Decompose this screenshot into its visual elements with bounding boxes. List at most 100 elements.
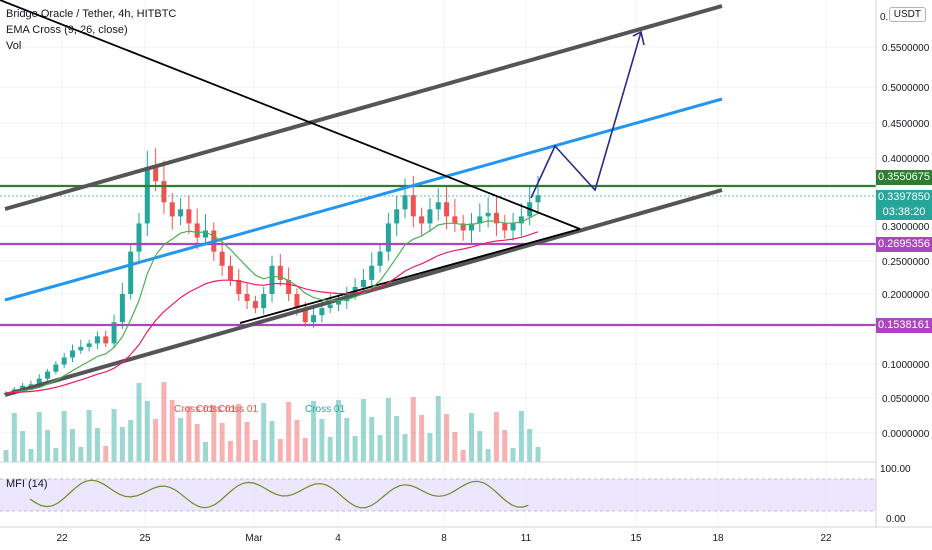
- volume-bar: [469, 413, 474, 462]
- candle-body[interactable]: [111, 322, 117, 344]
- volume-bar: [11, 413, 17, 462]
- candle-body[interactable]: [319, 308, 325, 316]
- cross-label-3: Cross 01: [218, 404, 258, 415]
- candle-body[interactable]: [236, 279, 242, 294]
- volume-bar: [286, 402, 292, 462]
- volume-bar: [402, 434, 408, 462]
- volume-bar: [485, 449, 491, 462]
- volume-bar: [78, 447, 84, 462]
- volume-bar: [385, 398, 391, 462]
- candle-body[interactable]: [427, 209, 433, 224]
- price-axis-top-partial: 0. 0: [880, 12, 897, 23]
- candle-body[interactable]: [286, 279, 292, 294]
- volume-bar: [252, 440, 258, 462]
- candle-body[interactable]: [36, 378, 42, 385]
- currency-badge[interactable]: USDT: [888, 7, 926, 22]
- volume-bar: [311, 401, 317, 462]
- projection-path[interactable]: [530, 31, 642, 199]
- candle-body[interactable]: [186, 209, 192, 224]
- candle-body[interactable]: [227, 265, 233, 280]
- mfi-indicator-label[interactable]: MFI (14): [6, 478, 48, 490]
- candle-body[interactable]: [518, 216, 524, 224]
- vol-indicator-label[interactable]: Vol: [6, 40, 22, 52]
- current-price-tag: 0.3397850: [876, 190, 932, 205]
- candle-body[interactable]: [336, 301, 341, 305]
- candlestick-series[interactable]: [3, 148, 541, 396]
- candle-body[interactable]: [86, 343, 92, 347]
- candle-body[interactable]: [78, 346, 84, 351]
- channel-middle[interactable]: [4, 97, 723, 302]
- candle-body[interactable]: [119, 294, 125, 323]
- volume-bar: [435, 396, 441, 462]
- candle-body[interactable]: [244, 294, 250, 302]
- volume-bar: [502, 430, 508, 462]
- candle-body[interactable]: [410, 195, 416, 217]
- triangle-upper[interactable]: [0, 0, 581, 230]
- candle-body[interactable]: [45, 371, 51, 379]
- candle-body[interactable]: [460, 223, 466, 231]
- candle-body[interactable]: [402, 195, 408, 210]
- candle-body[interactable]: [144, 166, 150, 224]
- candle-body[interactable]: [53, 364, 59, 372]
- candle-body[interactable]: [153, 166, 159, 182]
- candle-body[interactable]: [294, 294, 300, 309]
- candle-body[interactable]: [469, 223, 474, 231]
- candle-body[interactable]: [28, 384, 34, 386]
- triangle-lower[interactable]: [239, 228, 581, 324]
- volume-bar: [452, 432, 458, 462]
- candle-body[interactable]: [435, 202, 441, 210]
- candle-body[interactable]: [385, 223, 391, 252]
- cross-label-1: Cross 01: [174, 404, 214, 415]
- volume-bar: [336, 400, 341, 462]
- volume-bar: [186, 406, 192, 462]
- channel-upper[interactable]: [4, 4, 723, 211]
- candle-body[interactable]: [128, 251, 134, 294]
- candle-body[interactable]: [219, 251, 225, 266]
- candle-body[interactable]: [360, 279, 366, 287]
- candle-body[interactable]: [452, 216, 458, 224]
- candle-body[interactable]: [493, 212, 499, 224]
- candle-body[interactable]: [20, 385, 26, 390]
- candle-body[interactable]: [485, 212, 491, 217]
- candle-body[interactable]: [252, 301, 258, 309]
- candle-body[interactable]: [477, 216, 483, 224]
- candle-body[interactable]: [277, 265, 283, 280]
- candle-body[interactable]: [194, 223, 200, 238]
- candle-body[interactable]: [161, 181, 167, 203]
- candle-body[interactable]: [178, 209, 184, 217]
- candle-body[interactable]: [369, 265, 375, 280]
- volume-bar: [227, 441, 233, 462]
- ema-indicator-label[interactable]: EMA Cross (9, 26, close): [6, 24, 128, 36]
- candle-body[interactable]: [136, 223, 142, 252]
- price-axis-ticks: 0.5500000 0.5000000 0.4500000 0.4000000 0.30…: [882, 43, 930, 440]
- candle-body[interactable]: [327, 304, 333, 309]
- candle-body[interactable]: [419, 216, 425, 224]
- candle-body[interactable]: [203, 230, 208, 238]
- candle-body[interactable]: [394, 209, 400, 224]
- candle-body[interactable]: [169, 202, 175, 217]
- candle-body[interactable]: [103, 336, 109, 344]
- symbol-title[interactable]: Bridge Oracle / Tether, 4h, HITBTC: [6, 8, 177, 20]
- price-tick-label: 0.5000000: [882, 83, 930, 94]
- volume-bar: [427, 433, 433, 462]
- volume-bar: [261, 403, 267, 462]
- candle-body[interactable]: [269, 265, 275, 294]
- candle-body[interactable]: [377, 251, 383, 266]
- candle-body[interactable]: [502, 223, 508, 231]
- time-tick-label: 4: [335, 533, 341, 544]
- candle-body[interactable]: [70, 350, 75, 358]
- volume-bar: [419, 415, 425, 462]
- candle-body[interactable]: [302, 308, 308, 323]
- candle-body[interactable]: [311, 315, 317, 323]
- candle-body[interactable]: [444, 202, 450, 217]
- candle-body[interactable]: [535, 195, 541, 203]
- volume-bar: [460, 450, 466, 462]
- candle-body[interactable]: [510, 223, 516, 231]
- volume-bar: [119, 427, 125, 462]
- volume-bar: [377, 435, 383, 462]
- candle-body[interactable]: [261, 294, 267, 309]
- candle-body[interactable]: [94, 336, 100, 344]
- candle-body[interactable]: [61, 357, 67, 365]
- volume-bar: [20, 431, 26, 462]
